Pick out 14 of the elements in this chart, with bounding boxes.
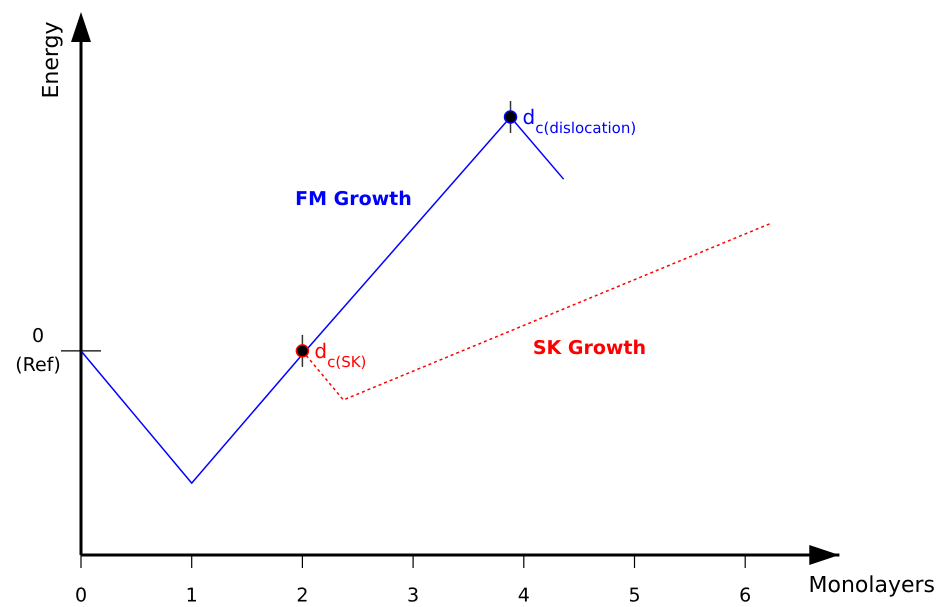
series-label: FM Growth (295, 188, 412, 210)
x-axis-title: Monolayers (808, 573, 935, 598)
x-tick-label: 3 (407, 584, 420, 606)
x-tick-label: 0 (74, 584, 88, 606)
x-tick-label: 4 (518, 584, 530, 606)
x-tick-label: 1 (186, 584, 198, 606)
y-axis-title: Energy (39, 21, 64, 99)
annotation: d$_{c(dislocation)}$ (522, 105, 636, 137)
x-tick-label: 6 (739, 584, 752, 606)
annotation: 0 (Ref) (15, 324, 61, 376)
annotation: d$_{c(SK)}$ (314, 338, 366, 371)
x-tick-label: 5 (628, 584, 641, 606)
series-label: SK Growth (532, 337, 646, 360)
x-tick-label: 2 (296, 584, 308, 606)
